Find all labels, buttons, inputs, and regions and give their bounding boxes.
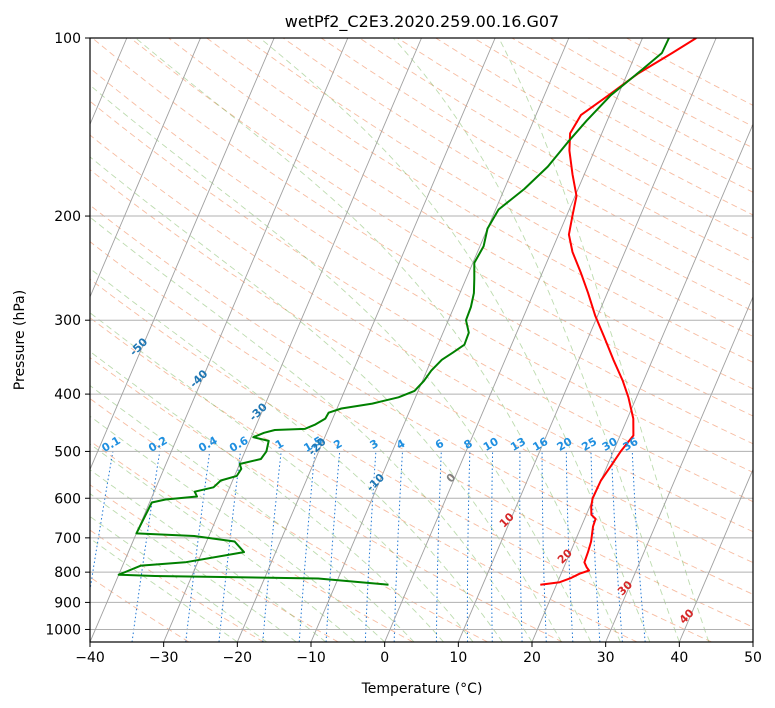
- y-tick-label: 300: [54, 313, 81, 329]
- moist-adiabat: [90, 515, 268, 642]
- isotherm-line: [310, 38, 570, 642]
- moist-adiabat: [90, 312, 474, 642]
- isotherm-line: [605, 295, 753, 642]
- mixing-ratio-line: [218, 451, 241, 642]
- plot-frame: [89, 37, 754, 643]
- mixing-ratio-line: [185, 451, 211, 642]
- x-tick-label: 50: [744, 650, 762, 666]
- moist-adiabat: [90, 268, 503, 642]
- x-tick-label: −10: [296, 650, 326, 666]
- x-tick-label: −30: [149, 650, 179, 666]
- moist-adiabat: [392, 38, 680, 642]
- dry-adiabat: [168, 38, 753, 390]
- y-tick-label: 1000: [45, 622, 81, 638]
- moist-adiabat: [90, 216, 533, 642]
- moist-adiabat: [498, 38, 710, 642]
- dry-adiabat: [282, 38, 753, 312]
- isotherm-line: [163, 38, 422, 642]
- y-tick-label: 500: [54, 444, 81, 460]
- y-axis-label: Pressure (hPa): [12, 290, 28, 390]
- moist-adiabat: [90, 156, 562, 642]
- moist-adiabat: [90, 493, 297, 642]
- moist-adiabat: [90, 385, 415, 642]
- isotherm-line: [90, 38, 349, 642]
- dry-adiabat: [90, 357, 563, 642]
- isotherm-line: [457, 38, 717, 642]
- dry-adiabat: [90, 204, 753, 595]
- x-tick-label: 20: [523, 650, 541, 666]
- y-tick-label: 600: [54, 491, 81, 507]
- moist-adiabat: [90, 537, 238, 642]
- dewpoint-line: [117, 38, 670, 586]
- dry-adiabat: [90, 241, 753, 628]
- mixing-ratio-line: [262, 451, 282, 642]
- dry-adiabat: [90, 278, 712, 642]
- x-tick-label: 40: [670, 650, 688, 666]
- y-tick-label: 700: [54, 531, 81, 547]
- moist-adiabat: [135, 38, 621, 642]
- moist-adiabat: [90, 415, 385, 642]
- dry-adiabat: [90, 317, 638, 642]
- dry-adiabat: [92, 38, 753, 445]
- mixing-ratio-line: [90, 451, 114, 593]
- moist-adiabat: [90, 350, 444, 642]
- dry-adiabat: [244, 38, 753, 337]
- x-tick-label: −20: [223, 650, 253, 666]
- x-axis: −40 −30 −20 −10 0 10 20 30 40 50: [75, 642, 762, 666]
- moist-adiabat: [90, 84, 592, 642]
- y-tick-label: 100: [54, 31, 81, 47]
- x-tick-label: 10: [449, 650, 467, 666]
- temperature-line: [540, 38, 697, 586]
- isobar-gridlines: [90, 38, 753, 630]
- sounding-series: [117, 38, 697, 586]
- isotherm-line: [678, 468, 753, 642]
- dry-adiabat: [90, 134, 753, 533]
- y-tick-label: 800: [54, 565, 81, 581]
- y-tick-label: 900: [54, 595, 81, 611]
- chart-title: wetPf2_C2E3.2020.259.00.16.G07: [285, 12, 559, 32]
- moist-adiabat: [90, 469, 326, 642]
- dry-adiabat: [90, 529, 264, 642]
- isotherm-line: [90, 38, 275, 471]
- dry-adiabat: [90, 100, 753, 503]
- isotherm-line: [531, 123, 753, 642]
- dry-adiabat: [130, 38, 753, 417]
- x-tick-label: −40: [75, 650, 105, 666]
- isotherm-line: [384, 38, 643, 642]
- y-tick-label: 400: [54, 387, 81, 403]
- y-axis: 100 200 300 400 500 600 700 800 900 1000: [45, 31, 90, 638]
- isotherm-line: [90, 38, 201, 299]
- dry-adiabat: [90, 484, 339, 642]
- x-axis-label: Temperature (°C): [361, 681, 483, 697]
- moist-adiabats: [90, 38, 710, 642]
- moist-adiabat: [259, 38, 651, 642]
- y-tick-label: 200: [54, 209, 81, 225]
- isotherm-line: [236, 38, 496, 642]
- x-tick-label: 0: [380, 650, 389, 666]
- x-tick-label: 30: [597, 650, 615, 666]
- isotherm-gridlines: [90, 38, 753, 642]
